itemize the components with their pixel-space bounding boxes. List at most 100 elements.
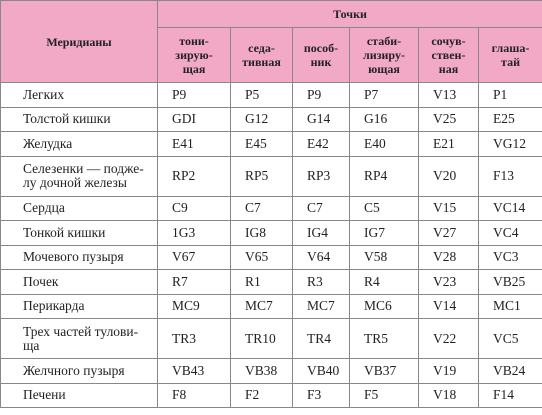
- text-line: Толстой кишки: [23, 111, 111, 127]
- text-line: Мочевого пузыря: [23, 249, 124, 265]
- table-row: Селезенки — подже-лу дочной железы RP2 RP5…: [0, 155, 542, 197]
- point-cell: C7: [292, 195, 350, 221]
- text-line: Печени: [23, 387, 66, 403]
- text-line: Легких: [23, 86, 65, 102]
- point-cell: V15: [418, 195, 479, 221]
- point-cell: F14: [477, 382, 542, 408]
- point-cell: V22: [418, 318, 479, 359]
- point-cell: GDI: [157, 106, 231, 132]
- group-header: Точки: [156, 0, 542, 28]
- point-cell: V28: [418, 244, 479, 270]
- point-cell: C9: [157, 195, 231, 221]
- point-cell: V67: [157, 244, 231, 270]
- point-cell: MC1: [477, 293, 542, 319]
- text-line: Почек: [23, 273, 59, 289]
- point-cell: E41: [157, 131, 231, 157]
- table-row: Желудка E41 E45 E42 E40 E21 VG12: [0, 131, 542, 157]
- point-cell: V14: [418, 293, 479, 319]
- meridian-cell: Трех частей тулови-ща: [0, 318, 158, 359]
- point-cell: G12: [230, 106, 293, 132]
- column-header: стаби-лизиру-ющая: [349, 27, 419, 83]
- point-cell: RP4: [349, 155, 419, 197]
- text-line: седа-: [248, 41, 275, 55]
- point-cell: MC7: [230, 293, 293, 319]
- table-row: Тонкой кишки 1G3 IG8 IG4 IG7 V27 VC4: [0, 220, 542, 246]
- meridian-cell: Перикарда: [0, 293, 158, 319]
- point-cell: E25: [477, 106, 542, 132]
- point-cell: IG7: [349, 220, 419, 246]
- text-line: пособ-: [303, 41, 339, 55]
- text-line: Перикарда: [23, 298, 85, 314]
- point-cell: V25: [418, 106, 479, 132]
- point-cell: V13: [418, 82, 479, 108]
- table-row: Печени F8 F2 F3 F5 V18 F14: [0, 382, 542, 408]
- point-cell: G14: [292, 106, 350, 132]
- point-cell: V58: [349, 244, 419, 270]
- column-header: седа-тивная: [230, 27, 293, 83]
- point-cell: RP5: [230, 155, 293, 197]
- meridian-cell: Тонкой кишки: [0, 220, 158, 246]
- point-cell: E40: [349, 131, 419, 157]
- point-cell: RP3: [292, 155, 350, 197]
- point-cell: VB25: [477, 269, 542, 295]
- point-cell: VB38: [230, 358, 293, 384]
- point-cell: F13: [477, 155, 542, 197]
- text-line: Тонкой кишки: [23, 224, 106, 240]
- meridian-cell: Желудка: [0, 131, 158, 157]
- text-line: тай: [501, 55, 521, 69]
- text-line: Селезенки — подже-: [23, 161, 144, 176]
- point-cell: V19: [418, 358, 479, 384]
- point-cell: F5: [349, 382, 419, 408]
- point-cell: C7: [230, 195, 293, 221]
- point-cell: V20: [418, 155, 479, 197]
- point-cell: F2: [230, 382, 293, 408]
- point-cell: P9: [292, 82, 350, 108]
- table-row: Желчного пузыря VB43 VB38 VB40 VB37 V19 VB24: [0, 358, 542, 384]
- point-cell: MC9: [157, 293, 231, 319]
- table-row: Мочевого пузыря V67 V65 V64 V58 V28 VC3: [0, 244, 542, 270]
- meridian-cell: Толстой кишки: [0, 106, 158, 132]
- point-cell: C5: [349, 195, 419, 221]
- point-cell: V65: [230, 244, 293, 270]
- point-cell: R3: [292, 269, 350, 295]
- point-cell: TR3: [157, 318, 231, 359]
- point-cell: F3: [292, 382, 350, 408]
- point-cell: G16: [349, 106, 419, 132]
- meridian-cell: Мочевого пузыря: [0, 244, 158, 270]
- point-cell: V23: [418, 269, 479, 295]
- text-line: Желудка: [23, 135, 73, 151]
- text-line: ющая: [368, 62, 400, 76]
- text-line: щая: [182, 62, 206, 76]
- point-cell: MC7: [292, 293, 350, 319]
- point-cell: VB24: [477, 358, 542, 384]
- table-row: Толстой кишки GDI G12 G14 G16 V25 E25: [0, 106, 542, 132]
- point-cell: VC3: [477, 244, 542, 270]
- text-line: ствен-: [431, 48, 466, 62]
- column-header: тони-зирую-щая: [157, 27, 231, 83]
- point-cell: VC5: [477, 318, 542, 359]
- point-cell: E21: [418, 131, 479, 157]
- point-cell: V64: [292, 244, 350, 270]
- table-row: Сердца C9 C7 C7 C5 V15 VC14: [0, 195, 542, 221]
- point-cell: R4: [349, 269, 419, 295]
- point-cell: IG4: [292, 220, 350, 246]
- table-row: Перикарда MC9 MC7 MC7 MC6 V14 MC1: [0, 293, 542, 319]
- point-cell: R7: [157, 269, 231, 295]
- text-line: ная: [438, 62, 459, 76]
- table-row: Трех частей тулови-ща TR3 TR10 TR4 TR5 V22 VC5: [0, 318, 542, 359]
- point-cell: E42: [292, 131, 350, 157]
- point-cell: VB43: [157, 358, 231, 384]
- point-cell: VC4: [477, 220, 542, 246]
- meridian-cell: Печени: [0, 382, 158, 408]
- text-line: лу дочной железы: [23, 175, 127, 190]
- header-row: Меридианы Точки: [0, 0, 542, 83]
- header-row: тони-зирую-щая седа-тивная пособ-ник стаби-…: [1, 27, 542, 83]
- table-row: Легких P9 P5 P9 P7 V13 P1: [0, 82, 542, 108]
- point-cell: V18: [418, 382, 479, 408]
- row-header: Меридианы: [0, 0, 158, 83]
- text-line: тони-: [179, 34, 209, 48]
- point-cell: P1: [477, 82, 542, 108]
- point-cell: RP2: [157, 155, 231, 197]
